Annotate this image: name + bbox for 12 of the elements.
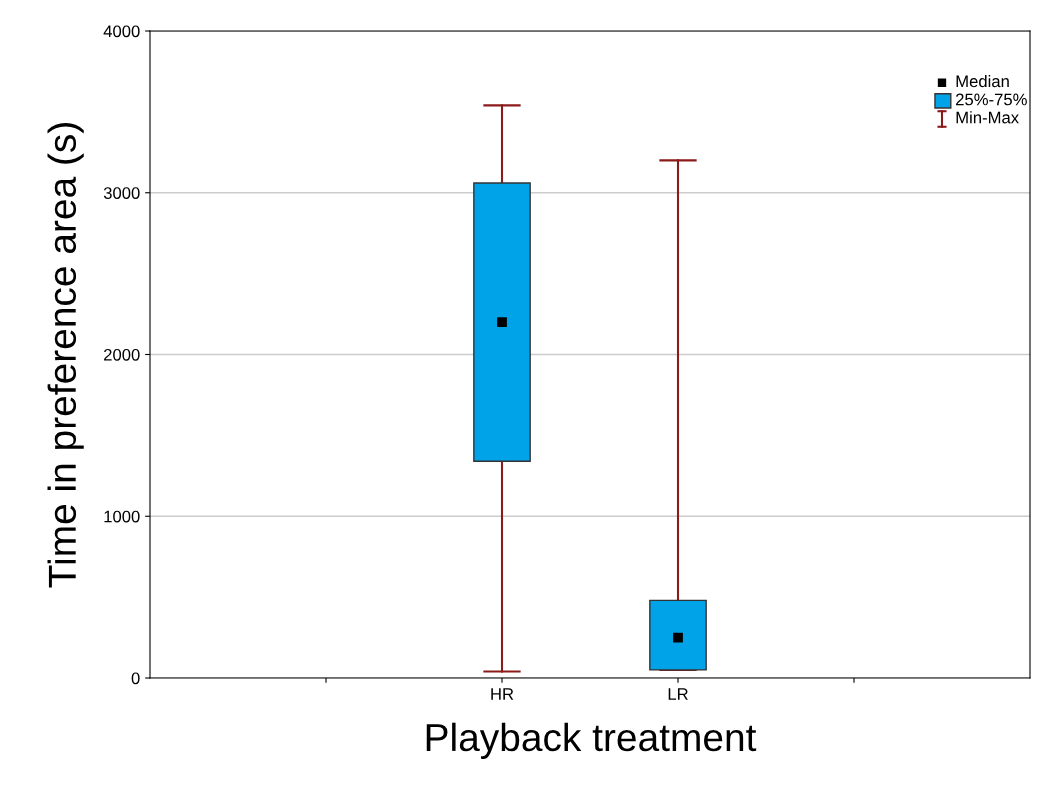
annotation: Median <box>956 74 1009 88</box>
y-tick-label: 4000 <box>103 25 140 38</box>
y-tick-label: 2000 <box>104 348 140 361</box>
y-tick-label: 0 <box>131 672 140 685</box>
x-tick-label: HR <box>491 688 514 700</box>
annotation: Min-Max <box>956 111 1019 124</box>
y-tick-label: 1000 <box>104 510 140 523</box>
x-axis-title: Playback treatment <box>426 722 757 759</box>
y-axis-title: Time in preference area (s) <box>47 123 84 588</box>
x-tick-label: LR <box>668 688 688 700</box>
annotation: 25%-75% <box>956 93 1027 106</box>
y-tick-label: 3000 <box>103 187 140 199</box>
